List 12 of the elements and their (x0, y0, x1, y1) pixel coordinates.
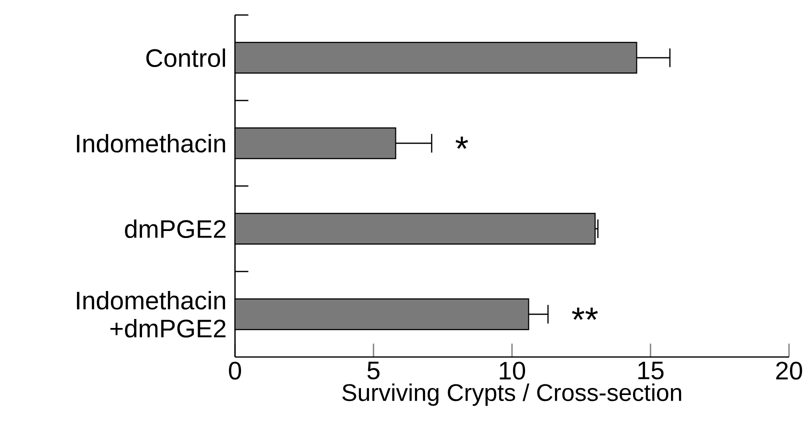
x-tick-label: 5 (367, 362, 380, 380)
x-tick-label: 20 (776, 362, 802, 380)
annotation: * (456, 136, 468, 149)
x-tick-label: 10 (500, 362, 526, 380)
y-tick-label: Indomethacin (76, 134, 226, 153)
annotation: ** (572, 308, 598, 320)
y-tick-label: Control (146, 48, 226, 68)
x-tick-label: 0 (228, 362, 242, 380)
y-tick-label: Indomethacin +dmPGE2 (76, 290, 226, 338)
x-axis-title: Surviving Crypts / Cross-section (342, 383, 682, 406)
x-tick-label: 15 (638, 362, 664, 380)
y-tick-label: dmPGE2 (125, 219, 226, 238)
